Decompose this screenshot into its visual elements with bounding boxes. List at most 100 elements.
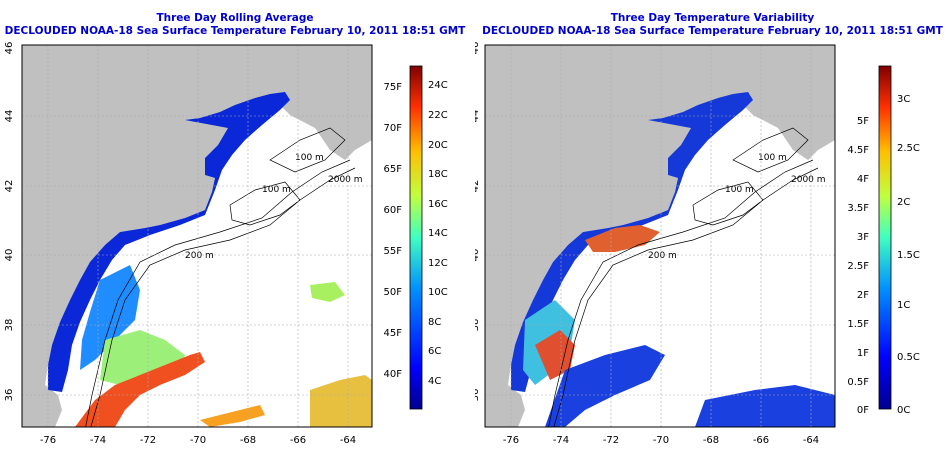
colorbar-f-label: 5F — [857, 116, 869, 127]
colorbar-f-label: 70F — [384, 123, 403, 134]
right-title-line1: Three Day Temperature Variability — [610, 12, 815, 24]
lat-tick-label: 40 — [475, 249, 481, 262]
colorbar-f-label: 60F — [384, 205, 403, 216]
bathymetry-contours — [548, 127, 819, 427]
colorbar-f-label: 65F — [384, 164, 403, 175]
colorbar-c-label: 8C — [428, 317, 441, 328]
bathymetry-contours — [85, 127, 356, 427]
variability-offshore-blue — [695, 385, 835, 427]
colorbar-c-label: 0.5C — [897, 352, 920, 363]
contour-label: 2000 m — [328, 175, 363, 185]
left-map-area: 100 m 100 m 2000 m 200 m — [22, 45, 372, 427]
colorbar-f-label: 1F — [857, 348, 869, 359]
lon-tick-label: -66 — [753, 435, 769, 446]
contour-label: 100 m — [262, 185, 291, 195]
contour-label: 2000 m — [791, 175, 826, 185]
colorbar-c-label: 16C — [428, 199, 448, 210]
lon-tick-label: -70 — [190, 435, 206, 446]
contour-label: 200 m — [648, 251, 677, 261]
colorbar-c-label: 14C — [428, 228, 448, 239]
lon-tick-label: -68 — [240, 435, 256, 446]
lat-tick-label: 46 — [4, 42, 15, 55]
variability-high-patch — [585, 225, 660, 252]
lat-tick-label: 36 — [475, 389, 481, 402]
lon-tick-label: -76 — [503, 435, 519, 446]
colorbar-c-label: 22C — [428, 110, 448, 121]
lon-tick-label: -68 — [703, 435, 719, 446]
land-mass — [22, 45, 372, 427]
variability-colorbar — [878, 65, 892, 410]
colorbar-f-label: 55F — [384, 246, 403, 257]
lon-tick-label: -76 — [40, 435, 56, 446]
colorbar-f-label: 50F — [384, 287, 403, 298]
lon-axis: -76 -74 -72 -70 -68 -66 -64 — [40, 435, 356, 446]
left-map-title: Three Day Rolling Average DECLOUDED NOAA… — [0, 12, 470, 38]
colorbar-c-label: 12C — [428, 258, 448, 269]
lat-tick-label: 36 — [4, 389, 15, 402]
lon-tick-label: -74 — [90, 435, 106, 446]
gulf-stream-warm-water — [75, 352, 205, 427]
colorbar-c-label: 3C — [897, 94, 910, 105]
map-frame — [21, 44, 373, 428]
colorbar-c-label: 10C — [428, 287, 448, 298]
left-map-panel: 100 m 100 m 2000 m 200 m -76 -74 -72 -70… — [4, 42, 448, 446]
colorbar-f-label: 45F — [384, 328, 403, 339]
colorbar-f-label: 3F — [857, 232, 869, 243]
contour-label: 200 m — [185, 251, 214, 261]
right-map-panel: 100 m 100 m 2000 m 200 m -76 -74 -72 -70… — [475, 42, 920, 446]
colorbar-f-label: 75F — [384, 82, 403, 93]
colorbar-f-label: 1.5F — [847, 319, 869, 330]
right-map-area: 100 m 100 m 2000 m 200 m — [485, 45, 835, 427]
lon-tick-label: -64 — [803, 435, 819, 446]
contour-label: 100 m — [758, 153, 787, 163]
celsius-scale: 3C 2.5C 2C 1.5C 1C 0.5C 0C — [897, 94, 920, 416]
colorbar-f-label: 0.5F — [847, 377, 869, 388]
celsius-scale: 24C 22C 20C 18C 16C 14C 12C 10C 8C 6C 4C — [428, 80, 448, 387]
lat-tick-label: 46 — [475, 42, 481, 55]
lon-tick-label: -74 — [553, 435, 569, 446]
lat-tick-label: 44 — [475, 110, 481, 123]
right-map-title: Three Day Temperature Variability DECLOU… — [475, 12, 950, 38]
fahrenheit-scale: 5F 4.5F 4F 3.5F 3F 2.5F 2F 1.5F 1F 0.5F … — [847, 116, 869, 416]
left-title-line2: DECLOUDED NOAA-18 Sea Surface Temperatur… — [4, 25, 466, 37]
map-frame — [484, 44, 836, 428]
colorbar-f-label: 40F — [384, 369, 403, 380]
left-title-line1: Three Day Rolling Average — [156, 12, 314, 24]
colorbar-c-label: 0C — [897, 405, 910, 416]
colorbar-c-label: 1C — [897, 300, 910, 311]
fahrenheit-scale: 75F 70F 65F 60F 55F 50F 45F 40F — [384, 82, 403, 380]
colorbar-f-label: 2F — [857, 290, 869, 301]
colorbar-c-label: 20C — [428, 140, 448, 151]
colorbar-f-label: 0F — [857, 405, 869, 416]
lat-tick-label: 38 — [4, 319, 15, 332]
lon-tick-label: -66 — [290, 435, 306, 446]
colorbar-c-label: 2C — [897, 197, 910, 208]
right-title-line2: DECLOUDED NOAA-18 Sea Surface Temperatur… — [482, 25, 943, 37]
variability-high-patch — [535, 330, 575, 380]
colorbar-c-label: 6C — [428, 346, 441, 357]
lat-tick-label: 42 — [475, 180, 481, 193]
colorbar-c-label: 18C — [428, 169, 448, 180]
lat-tick-label: 44 — [4, 110, 15, 123]
offshore-warm-patch — [310, 375, 372, 427]
colorbar-f-label: 4F — [857, 174, 869, 185]
colorbar-f-label: 4.5F — [847, 145, 869, 156]
contour-label: 100 m — [295, 153, 324, 163]
land-mass — [485, 45, 835, 427]
lat-axis: 46 44 42 40 38 36 — [4, 42, 15, 402]
contour-labels: 100 m 100 m 2000 m 200 m — [185, 153, 363, 261]
colorbar-c-label: 1.5C — [897, 250, 920, 261]
variability-offshore-blue — [545, 345, 665, 427]
lat-tick-label: 40 — [4, 249, 15, 262]
colorbar-f-label: 3.5F — [847, 203, 869, 214]
colorbar-f-label: 2.5F — [847, 261, 869, 272]
lat-axis: 46 44 42 40 38 36 — [475, 42, 481, 402]
contour-label: 100 m — [725, 185, 754, 195]
gulf-stream-eddy — [200, 405, 265, 427]
lon-axis: -76 -74 -72 -70 -68 -66 -64 — [503, 435, 819, 446]
lon-tick-label: -70 — [653, 435, 669, 446]
lon-tick-label: -72 — [603, 435, 619, 446]
lat-tick-label: 38 — [475, 319, 481, 332]
lon-tick-label: -72 — [140, 435, 156, 446]
colorbar-c-label: 2.5C — [897, 143, 920, 154]
